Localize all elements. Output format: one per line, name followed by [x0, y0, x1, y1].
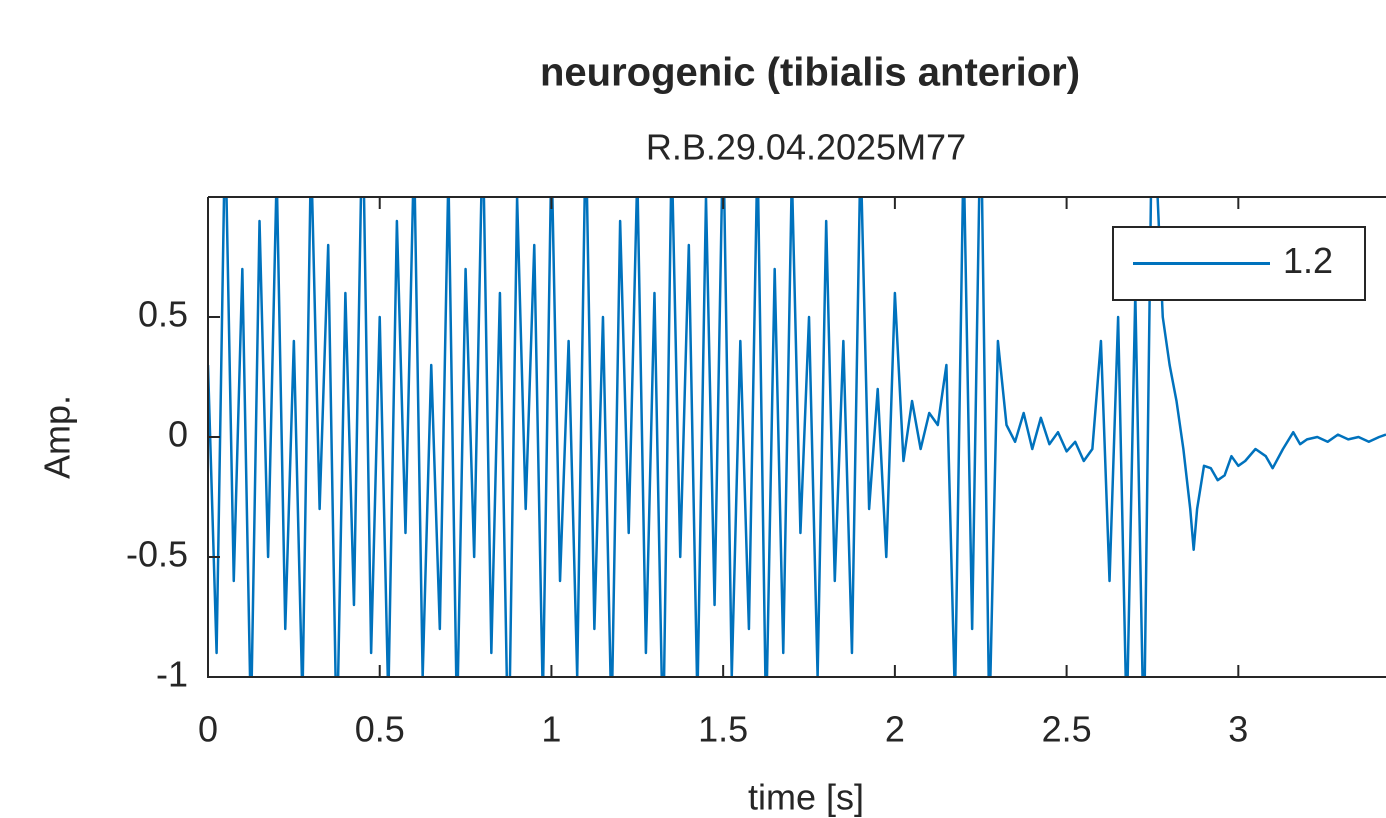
- x-tick-label: 3: [1228, 709, 1248, 750]
- chart-subtitle: R.B.29.04.2025M77: [646, 127, 966, 168]
- y-tick-label: -1: [156, 654, 188, 695]
- legend-label: 1.2: [1283, 240, 1333, 281]
- x-tick-label: 0: [198, 709, 218, 750]
- x-tick-label: 1.5: [698, 709, 748, 750]
- x-tick-label: 2: [885, 709, 905, 750]
- chart-title: neurogenic (tibialis anterior): [540, 51, 1080, 95]
- x-tick-label: 2.5: [1042, 709, 1092, 750]
- x-tick-label: 0.5: [355, 709, 405, 750]
- y-tick-label: -0.5: [126, 534, 188, 575]
- x-tick-label: 1: [541, 709, 561, 750]
- x-axis-label: time [s]: [748, 777, 864, 818]
- y-tick-label: 0.5: [138, 294, 188, 335]
- signal-line: [208, 197, 1386, 677]
- legend: 1.2: [1112, 226, 1366, 301]
- y-tick-label: 0: [168, 414, 188, 455]
- y-axis-label: Amp.: [37, 395, 78, 479]
- plot-area: [208, 197, 1386, 677]
